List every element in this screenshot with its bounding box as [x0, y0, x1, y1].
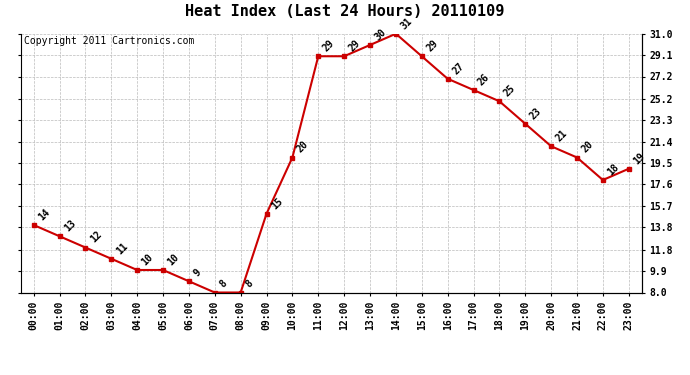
- Text: 27: 27: [451, 61, 466, 76]
- Text: 29: 29: [321, 38, 337, 54]
- Text: 20: 20: [580, 140, 595, 155]
- Text: Heat Index (Last 24 Hours) 20110109: Heat Index (Last 24 Hours) 20110109: [186, 4, 504, 19]
- Text: 13: 13: [62, 218, 78, 234]
- Text: 30: 30: [373, 27, 388, 42]
- Text: Copyright 2011 Cartronics.com: Copyright 2011 Cartronics.com: [23, 36, 194, 46]
- Text: 29: 29: [347, 38, 362, 54]
- Text: 15: 15: [269, 196, 285, 211]
- Text: 26: 26: [476, 72, 492, 87]
- Text: 19: 19: [631, 151, 647, 166]
- Text: 18: 18: [606, 162, 621, 177]
- Text: 31: 31: [399, 16, 414, 31]
- Text: 25: 25: [502, 83, 518, 99]
- Text: 14: 14: [37, 207, 52, 222]
- Text: 23: 23: [528, 106, 544, 121]
- Text: 11: 11: [114, 241, 130, 256]
- Text: 10: 10: [140, 252, 155, 267]
- Text: 8: 8: [217, 279, 229, 290]
- Text: 20: 20: [295, 140, 310, 155]
- Text: 9: 9: [192, 267, 203, 279]
- Text: 10: 10: [166, 252, 181, 267]
- Text: 8: 8: [244, 279, 255, 290]
- Text: 29: 29: [424, 38, 440, 54]
- Text: 21: 21: [554, 128, 569, 144]
- Text: 12: 12: [88, 230, 104, 245]
